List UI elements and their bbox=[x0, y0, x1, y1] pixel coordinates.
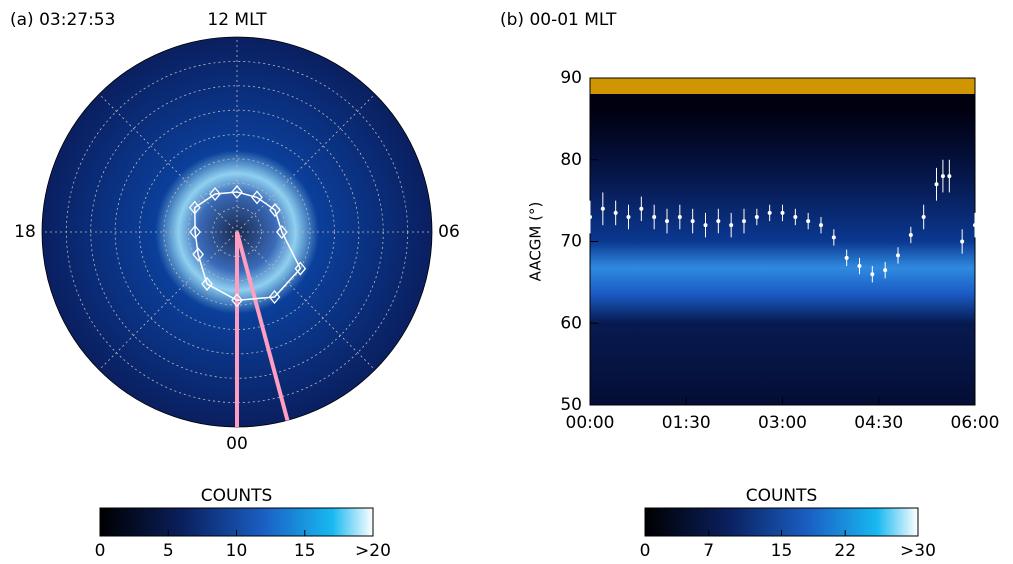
colorbar-tick-label: 15 bbox=[294, 541, 316, 560]
data-point bbox=[896, 253, 900, 258]
mlt-label: 12 MLT bbox=[207, 10, 267, 30]
data-point bbox=[831, 235, 836, 240]
x-tick-label: 06:00 bbox=[951, 413, 1000, 433]
boundary-point bbox=[189, 224, 201, 240]
data-point bbox=[973, 223, 977, 228]
data-point bbox=[729, 223, 734, 228]
data-point bbox=[690, 219, 695, 224]
boundary-point bbox=[231, 293, 243, 308]
boundary-point bbox=[231, 185, 243, 200]
data-point bbox=[793, 214, 798, 219]
data-point bbox=[908, 232, 913, 237]
mlt-label: 18 bbox=[14, 222, 36, 242]
panel-a-title: (a) 03:27:53 bbox=[10, 10, 115, 30]
x-tick-label: 01:30 bbox=[662, 413, 711, 433]
boundary-point bbox=[188, 200, 201, 215]
boundary-point bbox=[192, 247, 205, 262]
y-tick-label: 90 bbox=[560, 68, 582, 88]
panel-b-title: (b) 00-01 MLT bbox=[500, 10, 617, 30]
data-point bbox=[716, 219, 721, 224]
data-point bbox=[754, 214, 759, 219]
data-point bbox=[652, 214, 657, 219]
colorbar-tick-label: >20 bbox=[355, 541, 391, 560]
boundary-point bbox=[269, 203, 281, 218]
data-point bbox=[940, 174, 945, 179]
x-tick-label: 03:00 bbox=[758, 413, 807, 433]
data-point bbox=[626, 214, 631, 219]
boundary-point bbox=[294, 261, 307, 276]
lat-grid bbox=[163, 158, 311, 306]
colorbar-tick-label: 15 bbox=[771, 541, 793, 560]
data-point bbox=[819, 223, 823, 228]
y-tick-label: 80 bbox=[560, 150, 582, 170]
x-tick-label: 04:30 bbox=[854, 413, 903, 433]
colorbar-title: COUNTS bbox=[746, 486, 818, 506]
heatmap-background bbox=[590, 78, 975, 405]
y-tick-label: 70 bbox=[560, 232, 582, 252]
data-point bbox=[960, 239, 965, 244]
data-point bbox=[600, 206, 605, 211]
y-tick-label: 50 bbox=[560, 395, 582, 415]
data-point bbox=[921, 214, 926, 219]
data-point bbox=[870, 272, 875, 277]
colorbar-tick-label: 0 bbox=[95, 541, 106, 560]
data-point bbox=[767, 210, 772, 215]
boundary-point bbox=[209, 186, 221, 202]
data-point bbox=[844, 255, 849, 260]
colorbar-title: COUNTS bbox=[201, 486, 273, 506]
data-point bbox=[703, 223, 708, 228]
data-point bbox=[934, 182, 939, 187]
colorbar-tick-label: 22 bbox=[834, 541, 856, 560]
data-point bbox=[806, 219, 811, 224]
x-tick-label: 00:00 bbox=[566, 413, 615, 433]
boundary-point bbox=[276, 224, 288, 240]
colorbar-tick-label: 10 bbox=[226, 541, 248, 560]
data-point bbox=[883, 268, 888, 273]
lat-grid bbox=[212, 207, 262, 257]
colorbar-tick-label: 7 bbox=[703, 541, 714, 560]
sector-line bbox=[235, 231, 290, 421]
y-tick-label: 60 bbox=[560, 313, 582, 333]
data-point bbox=[613, 210, 618, 215]
lat-grid bbox=[139, 134, 335, 330]
boundary-line bbox=[194, 191, 302, 302]
boundary-point bbox=[268, 290, 281, 305]
data-point bbox=[639, 206, 644, 211]
data-point bbox=[742, 219, 746, 224]
boundary-point bbox=[201, 276, 213, 291]
data-point bbox=[677, 214, 682, 219]
data-point bbox=[588, 214, 592, 219]
mlt-label: 00 bbox=[226, 434, 248, 454]
data-point bbox=[780, 210, 785, 215]
colorbar-tick-label: 0 bbox=[640, 541, 651, 560]
boundary-point bbox=[251, 190, 263, 205]
mlt-label: 06 bbox=[438, 222, 460, 242]
data-point bbox=[947, 174, 952, 179]
colorbar-tick-label: 5 bbox=[163, 541, 174, 560]
data-point bbox=[665, 219, 669, 224]
y-axis-label: AACGM (°) bbox=[527, 202, 545, 282]
data-point bbox=[857, 264, 862, 269]
saturation-strip bbox=[590, 78, 975, 94]
colorbar-tick-label: >30 bbox=[900, 541, 936, 560]
